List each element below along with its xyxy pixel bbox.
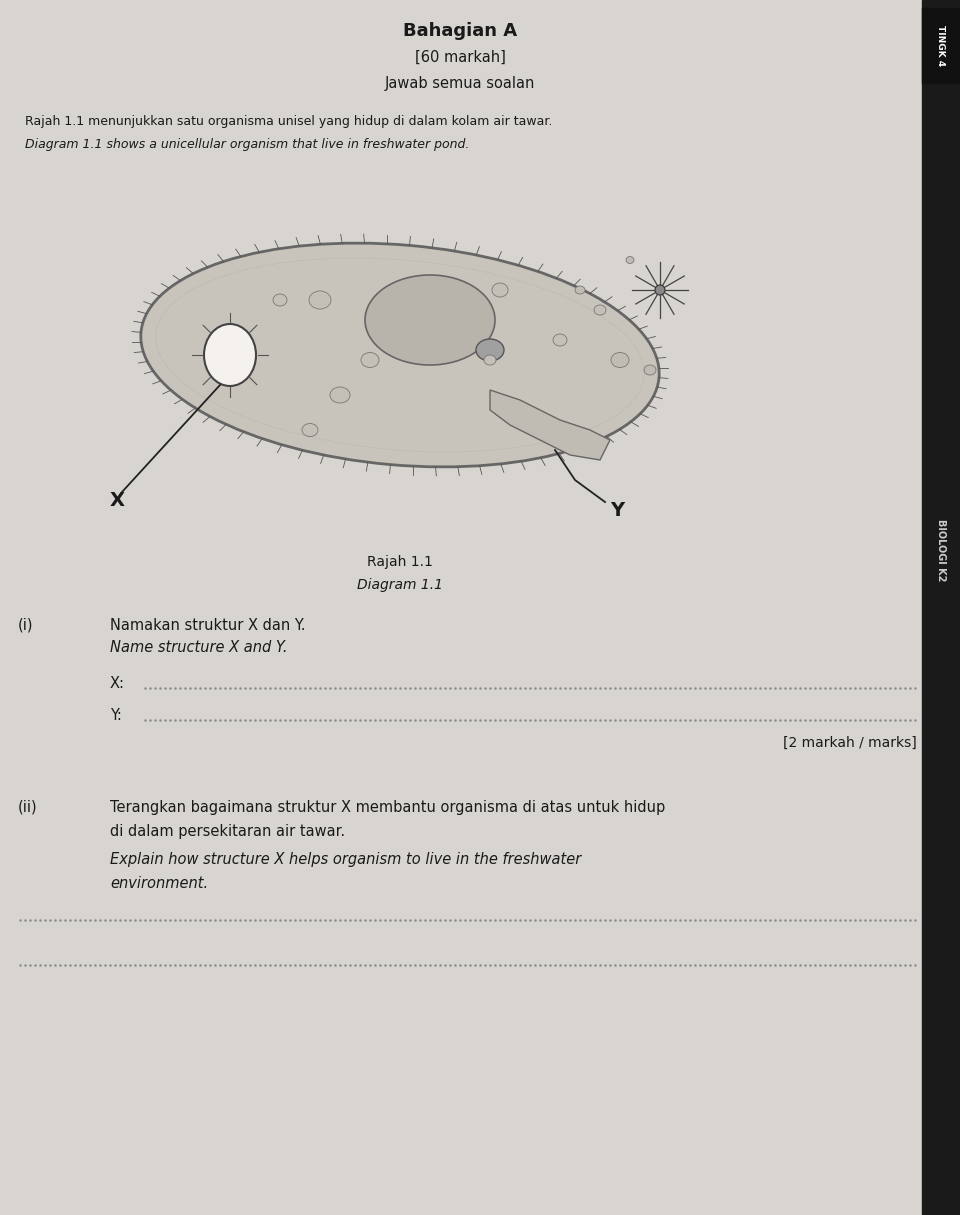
Text: X:: X:: [110, 676, 125, 691]
Text: Rajah 1.1: Rajah 1.1: [367, 555, 433, 569]
Ellipse shape: [365, 275, 495, 364]
Text: (ii): (ii): [18, 799, 37, 815]
Text: TINGK 4: TINGK 4: [937, 26, 946, 66]
Ellipse shape: [484, 355, 496, 364]
Ellipse shape: [611, 352, 629, 367]
Ellipse shape: [626, 256, 634, 264]
Polygon shape: [490, 390, 610, 460]
Text: Namakan struktur X dan Y.: Namakan struktur X dan Y.: [110, 618, 305, 633]
Text: Jawab semua soalan: Jawab semua soalan: [385, 77, 535, 91]
Ellipse shape: [204, 324, 256, 386]
Ellipse shape: [273, 294, 287, 306]
Text: BIOLOGI K2: BIOLOGI K2: [936, 519, 946, 581]
Bar: [922, 0, 960, 1215]
Text: Explain how structure X helps organism to live in the freshwater: Explain how structure X helps organism t…: [110, 852, 581, 868]
Text: [2 markah / marks]: [2 markah / marks]: [783, 736, 917, 750]
Ellipse shape: [655, 286, 665, 295]
Ellipse shape: [644, 364, 656, 375]
Text: Diagram 1.1: Diagram 1.1: [357, 578, 443, 592]
Text: [60 markah]: [60 markah]: [415, 50, 505, 64]
Text: Bahagian A: Bahagian A: [403, 22, 517, 40]
Ellipse shape: [309, 292, 331, 309]
Text: Diagram 1.1 shows a unicellular organism that live in freshwater pond.: Diagram 1.1 shows a unicellular organism…: [25, 139, 469, 151]
Text: Name structure X and Y.: Name structure X and Y.: [110, 640, 287, 655]
Text: Terangkan bagaimana struktur X membantu organisma di atas untuk hidup: Terangkan bagaimana struktur X membantu …: [110, 799, 665, 815]
Text: Y: Y: [610, 501, 624, 520]
Ellipse shape: [361, 352, 379, 367]
Ellipse shape: [141, 243, 660, 467]
Text: Y:: Y:: [110, 708, 122, 723]
Ellipse shape: [330, 388, 350, 403]
Ellipse shape: [302, 424, 318, 436]
Text: environment.: environment.: [110, 876, 208, 891]
Text: Rajah 1.1 menunjukkan satu organisma unisel yang hidup di dalam kolam air tawar.: Rajah 1.1 menunjukkan satu organisma uni…: [25, 115, 552, 128]
Bar: [922, 9, 960, 83]
Ellipse shape: [476, 339, 504, 361]
Text: di dalam persekitaran air tawar.: di dalam persekitaran air tawar.: [110, 824, 346, 840]
Ellipse shape: [492, 283, 508, 296]
Ellipse shape: [553, 334, 567, 346]
Ellipse shape: [594, 305, 606, 315]
Text: (i): (i): [18, 618, 34, 633]
Text: X: X: [110, 491, 125, 509]
Ellipse shape: [575, 286, 585, 294]
